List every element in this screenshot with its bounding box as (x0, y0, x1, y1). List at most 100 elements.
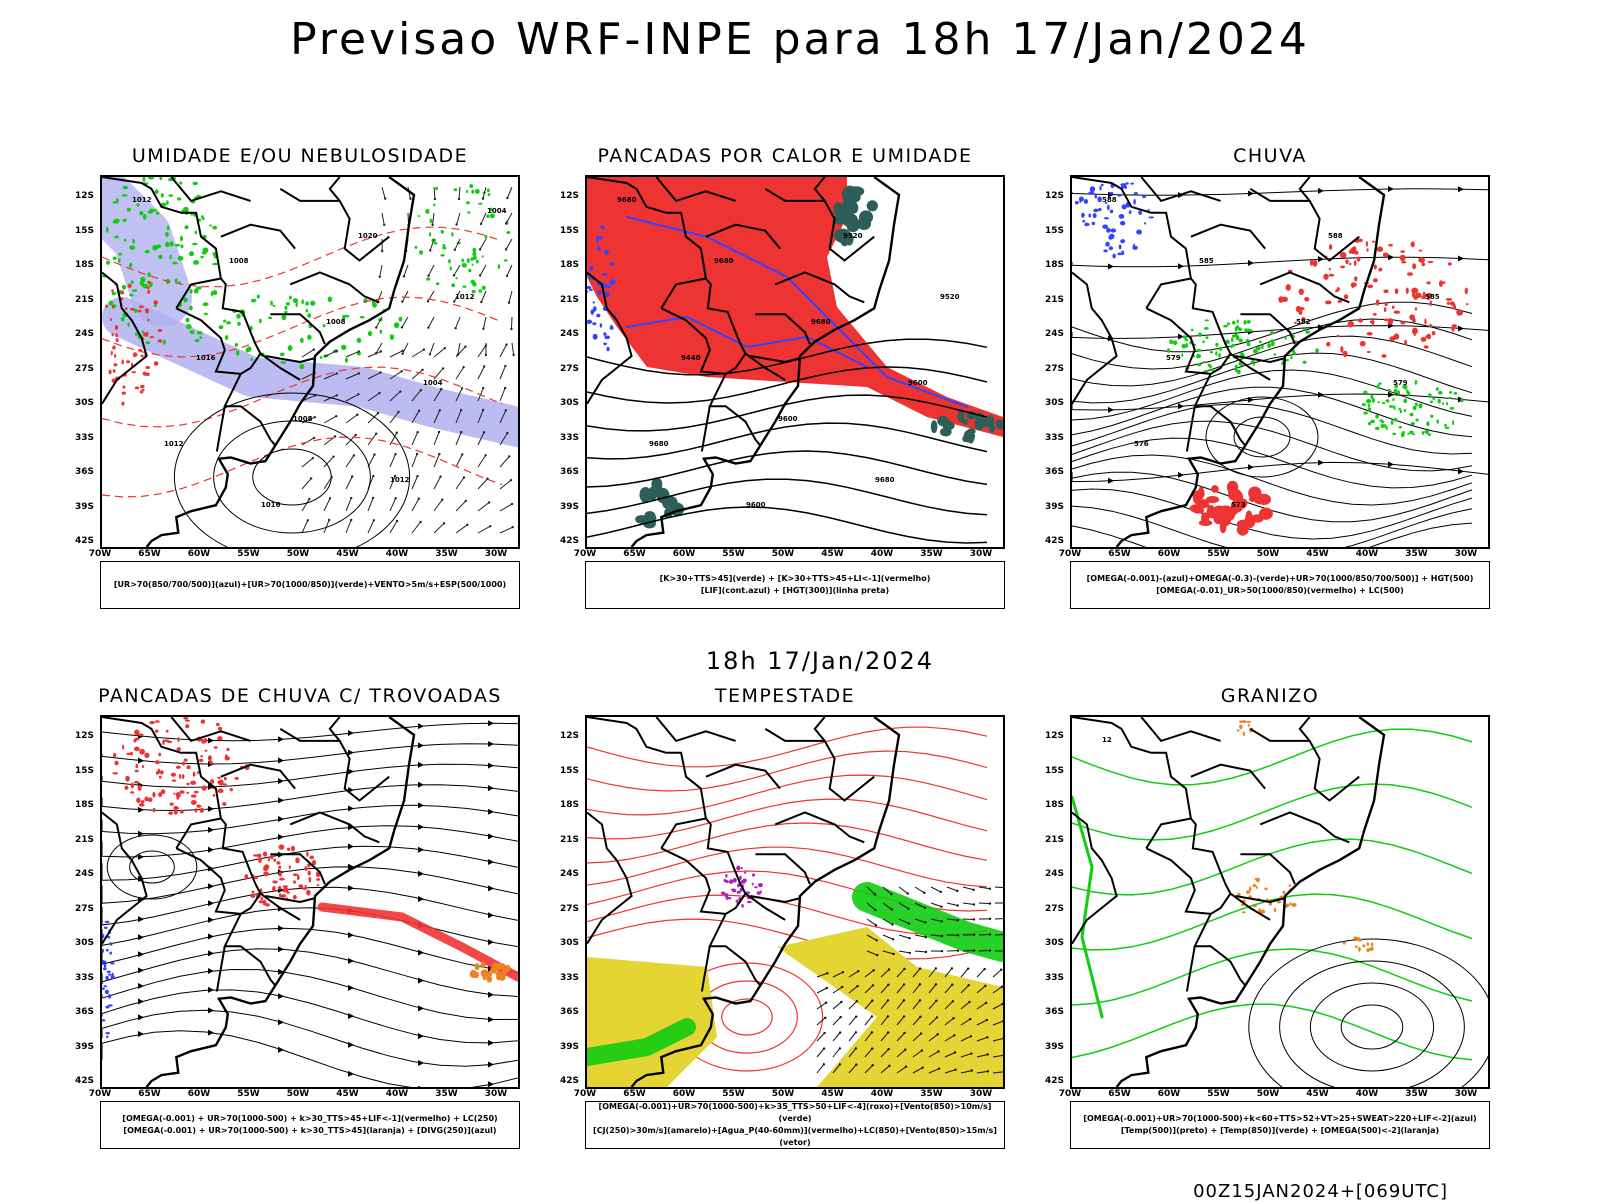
streamline-arrow (138, 916, 144, 922)
contour-label: 1016 (196, 354, 216, 362)
state-border (1300, 717, 1310, 741)
field-blob (158, 768, 161, 773)
contour-label: 579 (1166, 354, 1181, 362)
wind-vector (412, 350, 424, 357)
streamline-arrow (1318, 256, 1324, 262)
field-blob (166, 200, 169, 204)
field-blob (1447, 302, 1450, 305)
field-blob (436, 282, 440, 285)
field-blob (280, 894, 286, 897)
field-blob (281, 315, 286, 320)
field-blob (1084, 199, 1088, 204)
field-blob (1246, 721, 1251, 723)
wind-vector-head (941, 920, 943, 922)
field-blob (1415, 418, 1418, 421)
mid-title: 18h 17/Jan/2024 (0, 647, 1600, 675)
wind-vector (459, 187, 460, 199)
field-blob (183, 297, 188, 302)
field-blob (1394, 310, 1401, 313)
field-blob (1376, 299, 1380, 305)
wind-vector (500, 388, 505, 401)
field-blob (1235, 365, 1238, 369)
field-blob (1428, 261, 1434, 263)
streamline-arrow (488, 1062, 494, 1068)
field-blob (214, 746, 218, 748)
field-blob (159, 776, 162, 779)
state-border (1072, 717, 1245, 986)
field-blob (1460, 398, 1463, 403)
lat-tick-label: 21S (60, 835, 94, 845)
field-blob (462, 263, 467, 268)
lon-tick-label: 45W (1301, 1089, 1335, 1099)
field-blob (209, 224, 211, 226)
contour-label: 1016 (261, 501, 281, 509)
streamline-arrow (418, 1005, 424, 1011)
wind-vector-head (825, 1002, 827, 1004)
wind-vector-head (855, 1015, 857, 1017)
field-blob (1329, 274, 1335, 277)
field-blob (317, 884, 320, 886)
field-blob (1372, 399, 1374, 403)
wind-vector-head (973, 934, 975, 936)
field-blob (163, 339, 166, 344)
wind-vector-head (479, 274, 481, 276)
field-blob (1367, 285, 1373, 289)
field-blob (450, 266, 452, 270)
wind-vector-head (973, 918, 975, 920)
field-blob (105, 990, 109, 994)
lat-tick-label: 36S (1030, 1007, 1064, 1017)
lon-tick-label: 35W (915, 549, 949, 559)
streamline-arrow (418, 896, 424, 902)
wind-vector (428, 317, 434, 328)
jet-core-area (587, 957, 717, 1087)
wind-vector-head (375, 432, 377, 434)
field-blob (115, 325, 118, 330)
wind-vector (817, 988, 827, 993)
field-blob (1237, 729, 1240, 731)
wind-vector (412, 370, 423, 379)
field-blob (1368, 407, 1371, 411)
wind-vector-head (892, 953, 894, 955)
wind-vector-head (989, 902, 991, 904)
field-blob (127, 753, 131, 756)
wind-vector (346, 520, 351, 533)
field-blob (209, 761, 213, 765)
field-blob (190, 781, 196, 785)
streamline (102, 1031, 518, 1087)
field-blob (1383, 289, 1388, 293)
wind-vector (368, 498, 373, 511)
field-blob (1296, 306, 1302, 312)
field-blob (105, 921, 110, 923)
state-border (765, 729, 874, 801)
lat-tick-label: 24S (60, 869, 94, 879)
state-border (1141, 717, 1220, 741)
field-blob (179, 790, 184, 794)
wind-vector (382, 187, 385, 199)
field-blob (161, 193, 164, 197)
field-blob (414, 246, 417, 249)
lat-tick-label: 15S (60, 766, 94, 776)
wind-vector-head (506, 432, 508, 434)
wind-vector-head (416, 453, 418, 455)
streamline-arrow (1248, 260, 1254, 266)
wind-vector-head (871, 1047, 873, 1049)
wind-vector-head (823, 1047, 825, 1049)
field-blob (1400, 410, 1402, 414)
field-blob (123, 219, 127, 222)
lat-tick-label: 24S (1030, 869, 1064, 879)
field-blob (281, 361, 287, 364)
field-blob (106, 1035, 108, 1038)
wind-vector-head (506, 197, 508, 199)
wind-vector-head (480, 301, 482, 303)
field-blob (1373, 313, 1377, 316)
wind-vector-head (372, 497, 374, 499)
lon-tick-label: 55W (1202, 549, 1236, 559)
field-blob (200, 256, 204, 259)
field-blob (1106, 228, 1111, 233)
field-blob (1449, 391, 1452, 394)
field-blob (453, 188, 457, 191)
streamline-arrow (1388, 461, 1394, 467)
field-blob (1111, 228, 1117, 232)
